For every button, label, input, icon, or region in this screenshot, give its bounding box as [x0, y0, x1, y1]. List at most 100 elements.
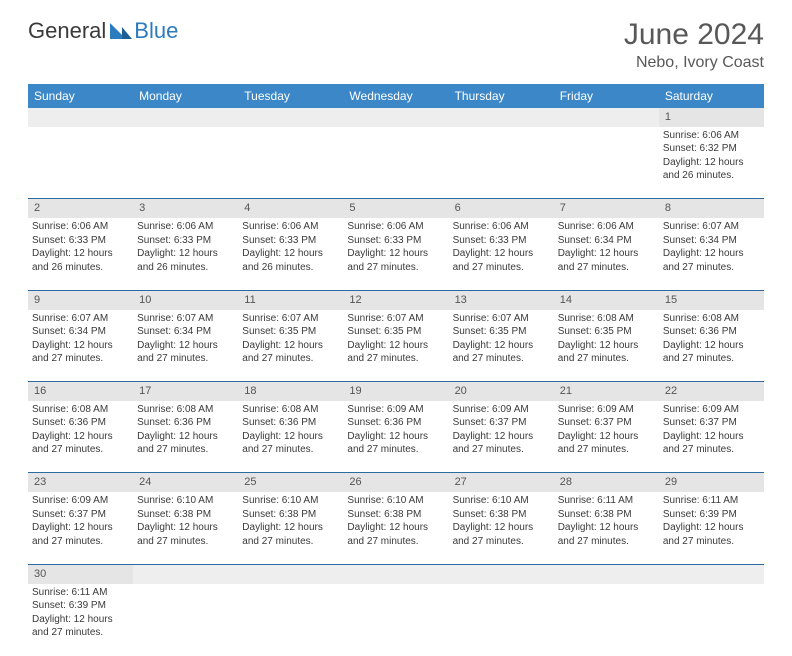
day-number-cell: 6	[449, 199, 554, 218]
day-number-cell: 9	[28, 290, 133, 309]
day-line: Sunset: 6:36 PM	[347, 416, 444, 430]
day-line: Sunrise: 6:06 AM	[137, 220, 234, 234]
day-line: Sunrise: 6:07 AM	[137, 312, 234, 326]
day-line: and 27 minutes.	[558, 352, 655, 366]
day-line: Sunrise: 6:08 AM	[558, 312, 655, 326]
day-number-cell: 10	[133, 290, 238, 309]
day-cell: Sunrise: 6:10 AMSunset: 6:38 PMDaylight:…	[343, 492, 448, 564]
day-line: and 27 minutes.	[32, 626, 129, 640]
day-cell	[554, 127, 659, 199]
day-line: Daylight: 12 hours	[137, 339, 234, 353]
day-line: Daylight: 12 hours	[453, 521, 550, 535]
day-line: Sunrise: 6:08 AM	[137, 403, 234, 417]
day-line: Sunset: 6:39 PM	[32, 599, 129, 613]
day-cell	[659, 584, 764, 656]
day-line: Sunrise: 6:09 AM	[558, 403, 655, 417]
day-line: Sunset: 6:34 PM	[32, 325, 129, 339]
day-number-row: 1	[28, 108, 764, 127]
day-line: Sunset: 6:39 PM	[663, 508, 760, 522]
day-cell: Sunrise: 6:11 AMSunset: 6:39 PMDaylight:…	[28, 584, 133, 656]
day-line: Sunset: 6:34 PM	[558, 234, 655, 248]
day-cell	[133, 127, 238, 199]
day-cell: Sunrise: 6:08 AMSunset: 6:36 PMDaylight:…	[238, 401, 343, 473]
day-cell: Sunrise: 6:07 AMSunset: 6:35 PMDaylight:…	[343, 310, 448, 382]
day-line: and 27 minutes.	[558, 443, 655, 457]
day-line: Sunrise: 6:06 AM	[347, 220, 444, 234]
day-line: Sunrise: 6:06 AM	[242, 220, 339, 234]
day-line: and 27 minutes.	[137, 535, 234, 549]
week-row: Sunrise: 6:11 AMSunset: 6:39 PMDaylight:…	[28, 584, 764, 656]
day-number-cell: 20	[449, 382, 554, 401]
day-line: Daylight: 12 hours	[453, 430, 550, 444]
day-line: Sunset: 6:38 PM	[242, 508, 339, 522]
day-header: Sunday	[28, 84, 133, 108]
month-title: June 2024	[624, 18, 764, 52]
day-number-cell: 3	[133, 199, 238, 218]
day-line: Sunset: 6:38 PM	[558, 508, 655, 522]
day-line: and 26 minutes.	[137, 261, 234, 275]
day-line: and 27 minutes.	[558, 261, 655, 275]
week-row: Sunrise: 6:06 AMSunset: 6:33 PMDaylight:…	[28, 218, 764, 290]
day-line: Daylight: 12 hours	[663, 430, 760, 444]
day-header: Wednesday	[343, 84, 448, 108]
calendar-table: SundayMondayTuesdayWednesdayThursdayFrid…	[28, 84, 764, 656]
day-cell: Sunrise: 6:06 AMSunset: 6:32 PMDaylight:…	[659, 127, 764, 199]
day-line: and 27 minutes.	[453, 352, 550, 366]
day-line: Sunrise: 6:09 AM	[663, 403, 760, 417]
day-line: Daylight: 12 hours	[242, 339, 339, 353]
day-line: and 27 minutes.	[347, 261, 444, 275]
day-line: Sunset: 6:37 PM	[558, 416, 655, 430]
day-line: Sunrise: 6:07 AM	[347, 312, 444, 326]
day-cell: Sunrise: 6:10 AMSunset: 6:38 PMDaylight:…	[449, 492, 554, 564]
day-line: Sunrise: 6:09 AM	[32, 494, 129, 508]
day-number-cell: 8	[659, 199, 764, 218]
day-line: Daylight: 12 hours	[558, 339, 655, 353]
day-number-cell: 24	[133, 473, 238, 492]
day-cell: Sunrise: 6:06 AMSunset: 6:33 PMDaylight:…	[449, 218, 554, 290]
day-line: and 27 minutes.	[32, 352, 129, 366]
day-cell: Sunrise: 6:08 AMSunset: 6:36 PMDaylight:…	[28, 401, 133, 473]
day-line: Daylight: 12 hours	[137, 247, 234, 261]
day-line: Daylight: 12 hours	[242, 521, 339, 535]
day-line: Daylight: 12 hours	[347, 339, 444, 353]
day-line: Sunset: 6:38 PM	[347, 508, 444, 522]
day-cell: Sunrise: 6:09 AMSunset: 6:37 PMDaylight:…	[28, 492, 133, 564]
day-number-row: 9101112131415	[28, 290, 764, 309]
day-line: and 26 minutes.	[32, 261, 129, 275]
day-cell: Sunrise: 6:06 AMSunset: 6:33 PMDaylight:…	[238, 218, 343, 290]
day-cell	[343, 584, 448, 656]
day-number-cell: 26	[343, 473, 448, 492]
day-cell	[238, 584, 343, 656]
day-line: Daylight: 12 hours	[32, 613, 129, 627]
day-number-cell	[133, 564, 238, 583]
day-cell: Sunrise: 6:08 AMSunset: 6:35 PMDaylight:…	[554, 310, 659, 382]
logo-text-blue: Blue	[134, 18, 178, 44]
day-line: Sunset: 6:34 PM	[663, 234, 760, 248]
week-row: Sunrise: 6:09 AMSunset: 6:37 PMDaylight:…	[28, 492, 764, 564]
day-number-cell: 11	[238, 290, 343, 309]
day-line: and 27 minutes.	[453, 443, 550, 457]
day-line: Daylight: 12 hours	[32, 521, 129, 535]
day-cell	[343, 127, 448, 199]
day-line: Daylight: 12 hours	[663, 156, 760, 170]
day-number-cell: 2	[28, 199, 133, 218]
day-line: Sunrise: 6:06 AM	[558, 220, 655, 234]
day-line: Sunrise: 6:09 AM	[347, 403, 444, 417]
week-row: Sunrise: 6:08 AM Sunset: 6:36 PM Daylight:…	[28, 401, 764, 473]
day-header: Monday	[133, 84, 238, 108]
day-line: and 27 minutes.	[663, 261, 760, 275]
day-line: and 27 minutes.	[453, 535, 550, 549]
day-number-cell	[133, 108, 238, 127]
day-line: Sunset: 6:35 PM	[453, 325, 550, 339]
day-cell: Sunrise: 6:07 AMSunset: 6:35 PMDaylight:…	[449, 310, 554, 382]
day-cell	[238, 127, 343, 199]
day-line: Daylight: 12 hours	[32, 247, 129, 261]
day-line: and 27 minutes.	[663, 443, 760, 457]
day-line: and 27 minutes.	[558, 535, 655, 549]
day-line: Sunrise: 6:07 AM	[242, 312, 339, 326]
day-cell	[28, 127, 133, 199]
day-number-cell	[28, 108, 133, 127]
day-number-cell	[554, 564, 659, 583]
day-cell	[554, 584, 659, 656]
day-number-cell: 16	[28, 382, 133, 401]
